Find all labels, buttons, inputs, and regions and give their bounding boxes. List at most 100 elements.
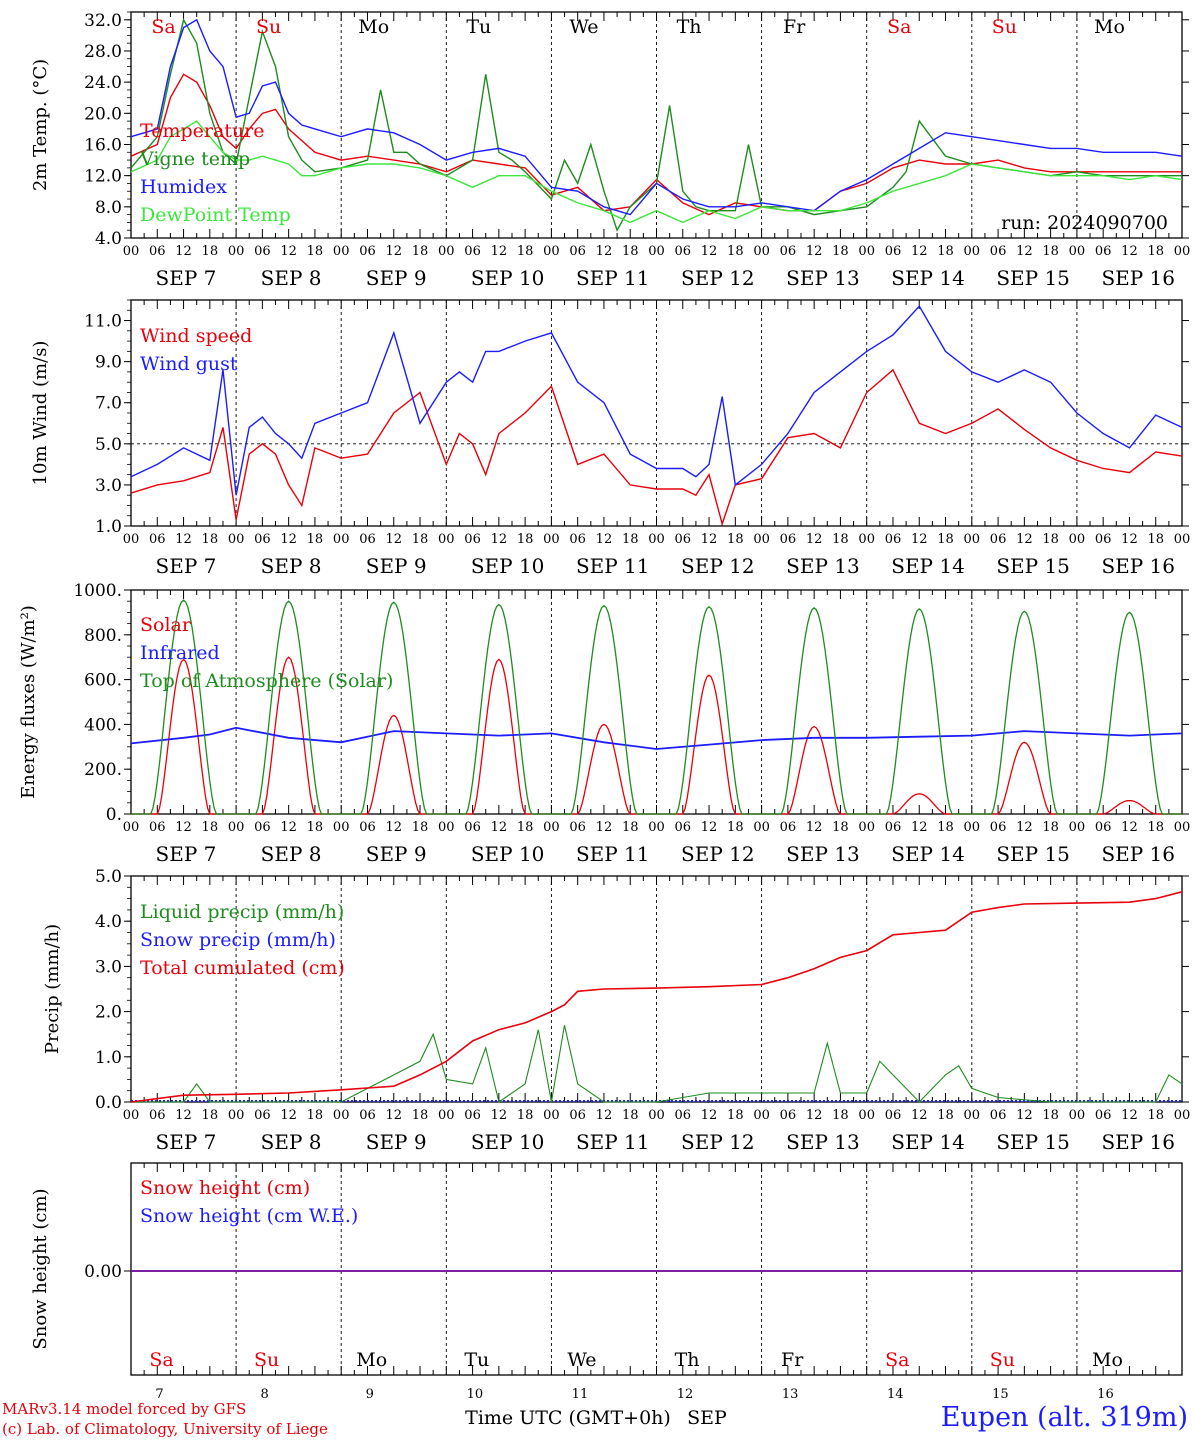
weekday-label: Fr	[783, 16, 806, 38]
weekday-label-bottom: Sa	[885, 1349, 909, 1371]
day-number-label: 14	[887, 1387, 904, 1402]
series-dewpoint-temp	[130, 120, 1183, 224]
day-label: SEP 15	[996, 266, 1070, 290]
hour-tick-label: 06	[990, 1108, 1007, 1123]
day-label: SEP 12	[681, 1130, 755, 1154]
day-label: SEP 7	[156, 266, 217, 290]
hour-tick-label: 12	[280, 244, 297, 259]
hour-tick-label: 06	[149, 244, 166, 259]
hour-tick-label: 12	[911, 1108, 928, 1123]
y-tick-label: 8.0	[95, 198, 122, 218]
hour-tick-label: 18	[307, 820, 324, 835]
hour-tick-label: 06	[990, 244, 1007, 259]
station-name: Eupen (alt. 319m)	[940, 1402, 1188, 1433]
hour-tick-label: 12	[1121, 820, 1138, 835]
panel-0-y-axis-label: 2m Temp. (°C)	[30, 59, 51, 191]
hour-tick-label: 00	[1174, 244, 1191, 259]
hour-tick-label: 00	[333, 532, 350, 547]
legend-temperature: Temperature	[140, 120, 264, 142]
hour-tick-label: 12	[280, 1108, 297, 1123]
hour-tick-label: 00	[1174, 1108, 1191, 1123]
y-tick-label: 800.	[84, 626, 122, 646]
legend-humidex: Humidex	[140, 176, 227, 198]
day-number-label: 8	[261, 1387, 269, 1402]
hour-tick-label: 00	[438, 820, 455, 835]
weekday-label-bottom: Sa	[149, 1349, 173, 1371]
hour-tick-label: 12	[175, 820, 192, 835]
hour-tick-label: 06	[569, 1108, 586, 1123]
hour-tick-label: 18	[307, 1108, 324, 1123]
legend-total-cumulated-cm-: Total cumulated (cm)	[140, 957, 345, 979]
day-label: SEP 13	[786, 266, 860, 290]
credit-model: MARv3.14 model forced by GFS	[2, 1400, 247, 1418]
hour-tick-label: 00	[858, 532, 875, 547]
day-label: SEP 14	[891, 554, 965, 578]
hour-tick-label: 12	[1121, 532, 1138, 547]
hour-tick-label: 06	[1095, 244, 1112, 259]
hour-tick-label: 00	[858, 820, 875, 835]
hour-tick-label: 06	[359, 820, 376, 835]
weekday-label: Su	[992, 16, 1017, 38]
hour-tick-label: 06	[1095, 820, 1112, 835]
hour-tick-label: 00	[858, 244, 875, 259]
hour-tick-label: 00	[543, 820, 560, 835]
y-tick-label: 600.	[84, 671, 122, 691]
y-tick-label: 12.0	[84, 167, 122, 187]
x-axis-month: SEP	[687, 1407, 727, 1429]
day-label: SEP 16	[1101, 554, 1175, 578]
day-number-label: 12	[677, 1387, 694, 1402]
hour-tick-label: 18	[202, 244, 219, 259]
hour-tick-label: 12	[596, 244, 613, 259]
hour-tick-label: 12	[280, 532, 297, 547]
hour-tick-label: 06	[675, 532, 692, 547]
hour-tick-label: 12	[175, 244, 192, 259]
y-tick-label: 1000.	[73, 581, 122, 601]
y-tick-label: 1.0	[95, 517, 122, 537]
day-label: SEP 9	[366, 842, 427, 866]
hour-tick-label: 18	[1042, 820, 1059, 835]
legend-wind-gust: Wind gust	[140, 353, 238, 375]
hour-tick-label: 00	[123, 244, 140, 259]
day-number-label: 10	[467, 1387, 484, 1402]
legend-liquid-precip-mm-h-: Liquid precip (mm/h)	[140, 901, 344, 923]
y-tick-label: 200.	[84, 760, 122, 780]
hour-tick-label: 18	[202, 532, 219, 547]
hour-tick-label: 06	[149, 1108, 166, 1123]
hour-tick-label: 12	[911, 532, 928, 547]
hour-tick-label: 18	[727, 244, 744, 259]
day-number-label: 11	[572, 1387, 589, 1402]
hour-tick-label: 00	[648, 244, 665, 259]
hour-tick-label: 18	[307, 244, 324, 259]
hour-tick-label: 12	[385, 244, 402, 259]
hour-tick-label: 12	[701, 820, 718, 835]
hour-tick-label: 00	[1174, 532, 1191, 547]
hour-tick-label: 18	[1147, 244, 1164, 259]
y-tick-label: 4.0	[95, 912, 122, 932]
day-label: SEP 16	[1101, 842, 1175, 866]
hour-tick-label: 12	[911, 820, 928, 835]
hour-tick-label: 00	[333, 244, 350, 259]
legend-snow-height-cm-w-e-: Snow height (cm W.E.)	[140, 1205, 358, 1227]
hour-tick-label: 00	[228, 532, 245, 547]
series-liquid-precip-mm-h-	[131, 1025, 1183, 1103]
day-label: SEP 9	[366, 554, 427, 578]
y-tick-label: 16.0	[84, 135, 122, 155]
hour-tick-label: 00	[333, 1108, 350, 1123]
day-label: SEP 10	[471, 554, 545, 578]
hour-tick-label: 06	[780, 244, 797, 259]
legend-solar: Solar	[140, 614, 192, 636]
day-label: SEP 14	[891, 1130, 965, 1154]
hour-tick-label: 18	[622, 1108, 639, 1123]
weekday-label-bottom: Su	[254, 1349, 279, 1371]
legend-dewpoint-temp: DewPoint Temp	[140, 204, 291, 226]
legend-infrared: Infrared	[140, 642, 220, 664]
hour-tick-label: 18	[517, 532, 534, 547]
hour-tick-label: 18	[412, 1108, 429, 1123]
hour-tick-label: 18	[832, 820, 849, 835]
weekday-label: Mo	[1094, 16, 1125, 38]
weekday-label: Su	[256, 16, 281, 38]
day-label: SEP 12	[681, 266, 755, 290]
hour-tick-label: 00	[438, 532, 455, 547]
hour-tick-label: 12	[1016, 1108, 1033, 1123]
day-label: SEP 11	[576, 554, 650, 578]
